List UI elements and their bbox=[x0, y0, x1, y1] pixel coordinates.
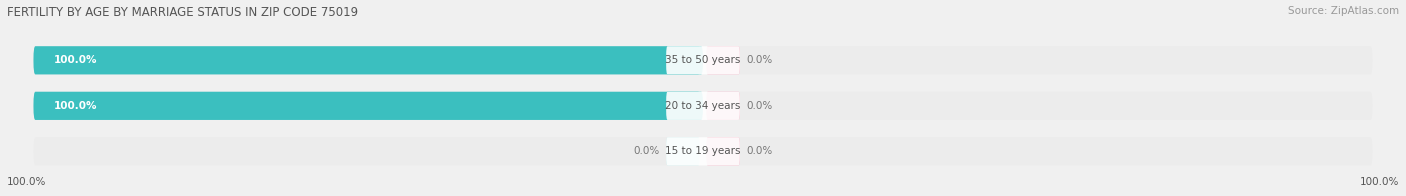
FancyBboxPatch shape bbox=[34, 46, 703, 74]
FancyBboxPatch shape bbox=[34, 92, 1372, 120]
FancyBboxPatch shape bbox=[34, 137, 1372, 165]
FancyBboxPatch shape bbox=[34, 46, 1372, 74]
Text: 100.0%: 100.0% bbox=[53, 55, 97, 65]
FancyBboxPatch shape bbox=[666, 137, 740, 165]
Text: 0.0%: 0.0% bbox=[747, 55, 773, 65]
Text: 0.0%: 0.0% bbox=[747, 101, 773, 111]
Text: 20 to 34 years: 20 to 34 years bbox=[665, 101, 741, 111]
FancyBboxPatch shape bbox=[706, 92, 740, 120]
FancyBboxPatch shape bbox=[666, 46, 700, 74]
Text: Source: ZipAtlas.com: Source: ZipAtlas.com bbox=[1288, 6, 1399, 16]
Text: 35 to 50 years: 35 to 50 years bbox=[665, 55, 741, 65]
Text: 100.0%: 100.0% bbox=[53, 101, 97, 111]
FancyBboxPatch shape bbox=[666, 137, 700, 165]
Text: 100.0%: 100.0% bbox=[7, 177, 46, 187]
Text: 0.0%: 0.0% bbox=[747, 146, 773, 156]
FancyBboxPatch shape bbox=[34, 92, 703, 120]
Text: 15 to 19 years: 15 to 19 years bbox=[665, 146, 741, 156]
FancyBboxPatch shape bbox=[666, 46, 740, 74]
Text: FERTILITY BY AGE BY MARRIAGE STATUS IN ZIP CODE 75019: FERTILITY BY AGE BY MARRIAGE STATUS IN Z… bbox=[7, 6, 359, 19]
FancyBboxPatch shape bbox=[666, 92, 740, 120]
Text: 0.0%: 0.0% bbox=[633, 146, 659, 156]
Text: 100.0%: 100.0% bbox=[1360, 177, 1399, 187]
FancyBboxPatch shape bbox=[706, 46, 740, 74]
FancyBboxPatch shape bbox=[666, 92, 700, 120]
FancyBboxPatch shape bbox=[706, 137, 740, 165]
